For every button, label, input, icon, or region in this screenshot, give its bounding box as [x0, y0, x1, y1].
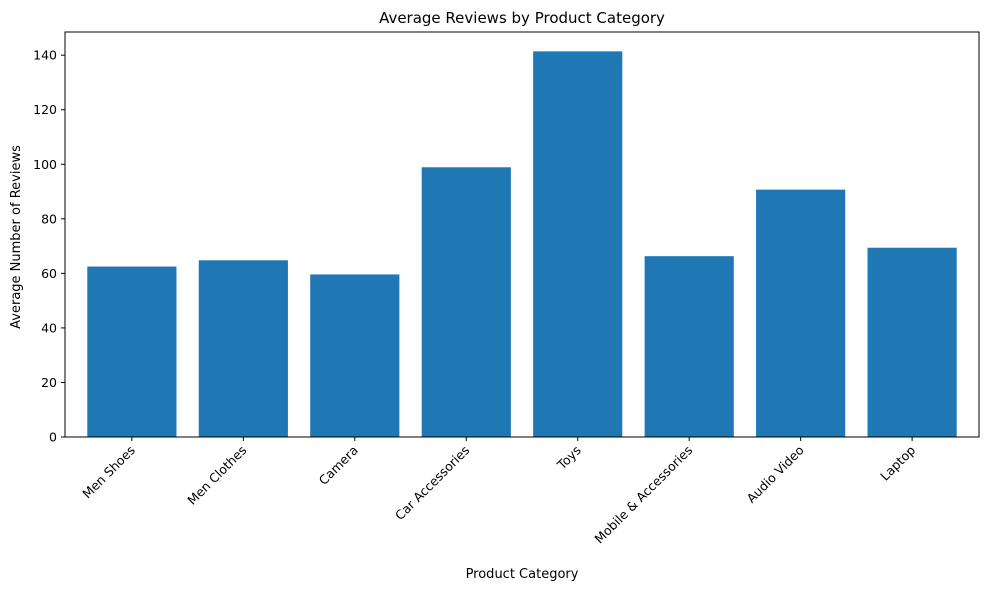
bar-0 [87, 266, 177, 437]
bars-group [87, 51, 957, 438]
x-tick-label-2: Camera [316, 443, 361, 488]
y-tick-label-6: 120 [33, 102, 57, 117]
x-tick-label-1: Men Clothes [184, 443, 249, 508]
x-tick-label-5: Mobile & Accessories [591, 443, 695, 547]
x-axis: Men Shoes Men Clothes Camera Car Accessorie… [79, 437, 918, 546]
y-axis-title: Average Number of Reviews [9, 145, 24, 329]
y-axis: 0 20 40 60 80 100 120 140 [33, 48, 65, 445]
bar-2 [310, 274, 400, 437]
bar-1 [198, 260, 288, 437]
y-tick-label-2: 40 [41, 320, 57, 335]
x-tick-label-6: Audio Video [743, 443, 806, 506]
y-tick-label-5: 100 [33, 157, 57, 172]
x-tick-label-7: Laptop [877, 442, 918, 483]
y-tick-label-7: 140 [33, 48, 57, 63]
bar-5 [644, 256, 734, 437]
chart-title: Average Reviews by Product Category [379, 9, 665, 27]
bar-6 [756, 189, 846, 437]
y-tick-label-0: 0 [49, 430, 57, 445]
y-tick-label-3: 60 [41, 266, 57, 281]
x-tick-label-0: Men Shoes [79, 443, 138, 502]
plot-frame [64, 31, 980, 438]
x-tick-label-4: Toys [553, 443, 583, 473]
bar-4 [533, 51, 623, 437]
x-axis-title: Product Category [466, 567, 579, 582]
bar-3 [421, 167, 511, 438]
bar-7 [867, 247, 957, 437]
y-tick-label-4: 80 [41, 211, 57, 226]
y-tick-label-1: 20 [41, 375, 57, 390]
x-tick-label-3: Car Accessories [392, 443, 472, 523]
